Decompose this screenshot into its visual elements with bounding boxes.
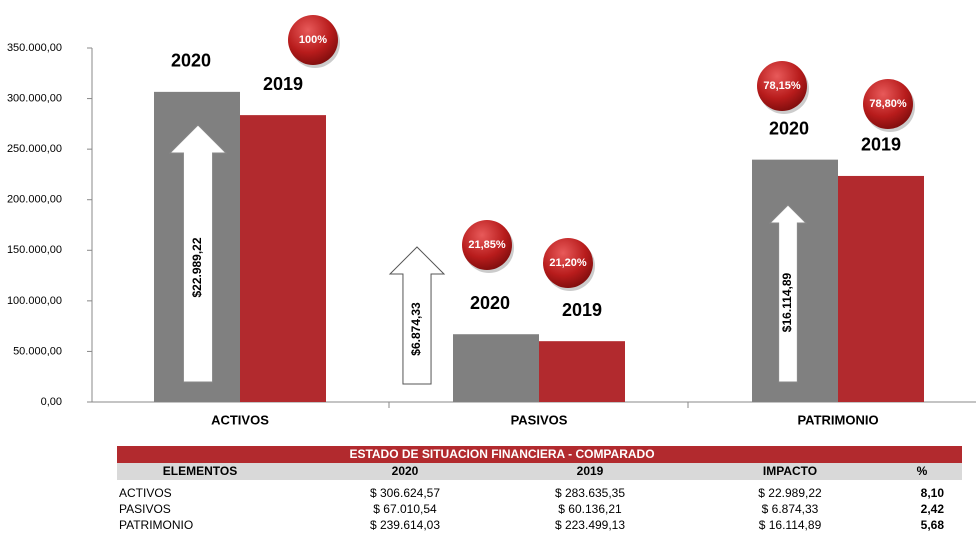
y-tick-label: 150.000,00 <box>7 244 62 256</box>
arrow <box>388 246 446 385</box>
y-tick-label: 350.000,00 <box>7 42 62 54</box>
arrow-label: $22.989,22 <box>190 237 204 297</box>
table-header: % <box>917 464 928 478</box>
table-header-bar <box>117 463 962 480</box>
percent-bubble <box>288 15 338 65</box>
arrow-label: $6.874,33 <box>409 302 423 356</box>
table-cell: $ 60.136,21 <box>558 502 622 516</box>
table-header: ELEMENTOS <box>163 464 237 478</box>
table-cell: PASIVOS <box>119 502 171 516</box>
table-cell: $ 16.114,89 <box>759 518 822 532</box>
table-cell: $ 239.614,03 <box>370 518 440 532</box>
series-label: 2019 <box>562 300 602 320</box>
percent-bubble <box>863 79 913 129</box>
percent-bubble <box>462 220 512 270</box>
table-cell: 8,10 <box>921 486 945 500</box>
series-label: 2019 <box>861 135 901 155</box>
table-title: ESTADO DE SITUACION FINANCIERA - COMPARA… <box>349 447 654 461</box>
x-tick-label: ACTIVOS <box>211 412 269 427</box>
percent-label: 21,20% <box>549 257 587 269</box>
table-cell: $ 223.499,13 <box>555 518 625 532</box>
table-cell: 2,42 <box>921 502 945 516</box>
bar <box>838 175 924 402</box>
table-title-bar <box>117 446 962 463</box>
table-cell: $ 306.624,57 <box>370 486 440 500</box>
series-label: 2020 <box>769 118 809 138</box>
percent-bubble <box>757 61 807 111</box>
y-tick-label: 200.000,00 <box>7 194 62 206</box>
y-tick-label: 300.000,00 <box>7 92 62 104</box>
percent-label: 78,15% <box>763 80 801 92</box>
bar <box>539 341 625 402</box>
series-label: 2020 <box>171 51 211 71</box>
table-header: 2019 <box>577 464 604 478</box>
arrow <box>768 204 808 383</box>
y-tick-label: 100.000,00 <box>7 295 62 307</box>
y-tick-label: 50.000,00 <box>13 345 62 357</box>
table-cell: $ 283.635,35 <box>555 486 625 500</box>
table-header: 2020 <box>392 464 419 478</box>
x-tick-label: PATRIMONIO <box>797 412 878 427</box>
series-label: 2019 <box>263 74 303 94</box>
bar <box>453 334 539 402</box>
table-cell: $ 67.010,54 <box>373 502 437 516</box>
series-label: 2020 <box>470 293 510 313</box>
table-cell: $ 6.874,33 <box>762 502 819 516</box>
percent-label: 78,80% <box>869 98 907 110</box>
arrow-label: $16.114,89 <box>780 272 794 332</box>
percent-label: 100% <box>299 34 327 46</box>
table-cell: $ 22.989,22 <box>758 486 822 500</box>
bar <box>240 115 326 402</box>
percent-bubble <box>543 238 593 288</box>
table-cell: 5,68 <box>921 518 945 532</box>
x-tick-label: PASIVOS <box>511 412 568 427</box>
y-tick-label: 0,00 <box>41 396 62 408</box>
percent-label: 21,85% <box>468 239 506 251</box>
table-cell: PATRIMONIO <box>119 518 193 532</box>
table-header: IMPACTO <box>763 464 817 478</box>
table-cell: ACTIVOS <box>119 486 172 500</box>
arrow <box>168 124 228 383</box>
y-tick-label: 250.000,00 <box>7 143 62 155</box>
